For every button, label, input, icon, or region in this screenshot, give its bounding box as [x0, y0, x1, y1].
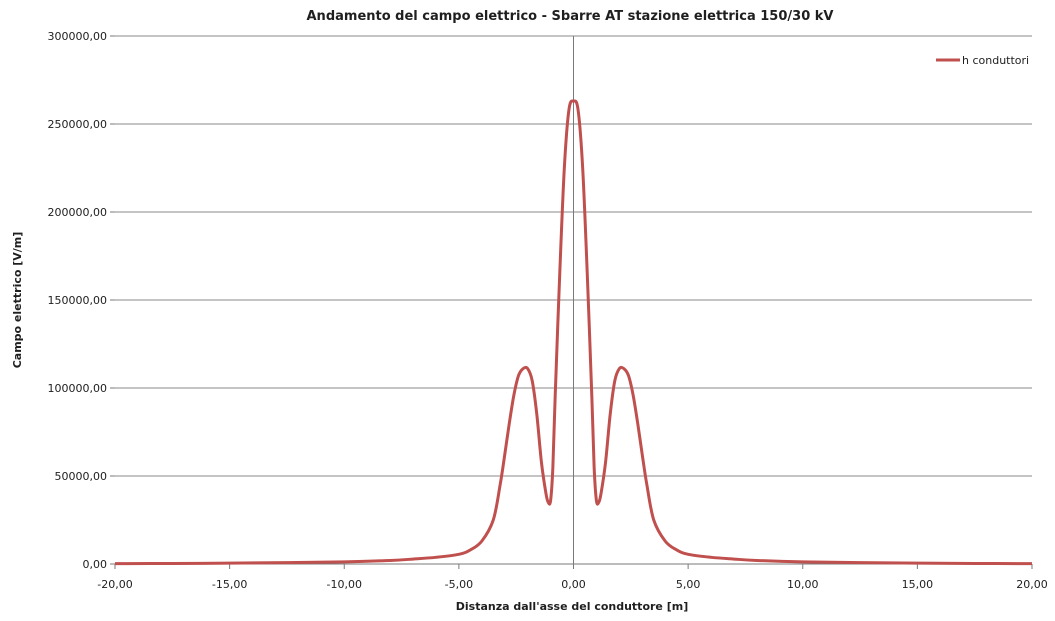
chart-title: Andamento del campo elettrico - Sbarre A…	[307, 9, 834, 24]
y-tick-label: 50000,00	[55, 470, 108, 483]
series-lines	[114, 99, 1033, 566]
x-tick-label: -10,00	[327, 578, 362, 591]
x-tick-label: -15,00	[212, 578, 247, 591]
legend-label: h conduttori	[962, 54, 1029, 67]
y-tick-label: 100000,00	[48, 382, 108, 395]
y-tick-label: 150000,00	[48, 294, 108, 307]
x-tick-label: 20,00	[1016, 578, 1048, 591]
series-line	[114, 99, 1033, 566]
y-tick-label: 300000,00	[48, 30, 108, 43]
y-tick-label: 200000,00	[48, 206, 108, 219]
x-tick-label: -20,00	[97, 578, 132, 591]
y-axis-label: Campo elettrico [V/m]	[11, 232, 24, 369]
x-tick-label: 0,00	[561, 578, 586, 591]
x-axis-ticks: -20,00 -15,00 -10,00 -5,00 0,00 5,00 10,00 15,0…	[97, 564, 1048, 591]
x-tick-label: 10,00	[787, 578, 819, 591]
y-tick-label: 0,00	[83, 558, 108, 571]
x-tick-label: -5,00	[445, 578, 473, 591]
y-tick-label: 250000,00	[48, 118, 108, 131]
legend: h conduttori	[936, 54, 1029, 67]
y-axis-ticks: 0,00 50000,00 100000,00 150000,00 200000,00 2…	[48, 30, 115, 571]
x-tick-label: 15,00	[902, 578, 934, 591]
x-tick-label: 5,00	[676, 578, 701, 591]
x-axis-label: Distanza dall'asse del conduttore [m]	[456, 600, 688, 613]
